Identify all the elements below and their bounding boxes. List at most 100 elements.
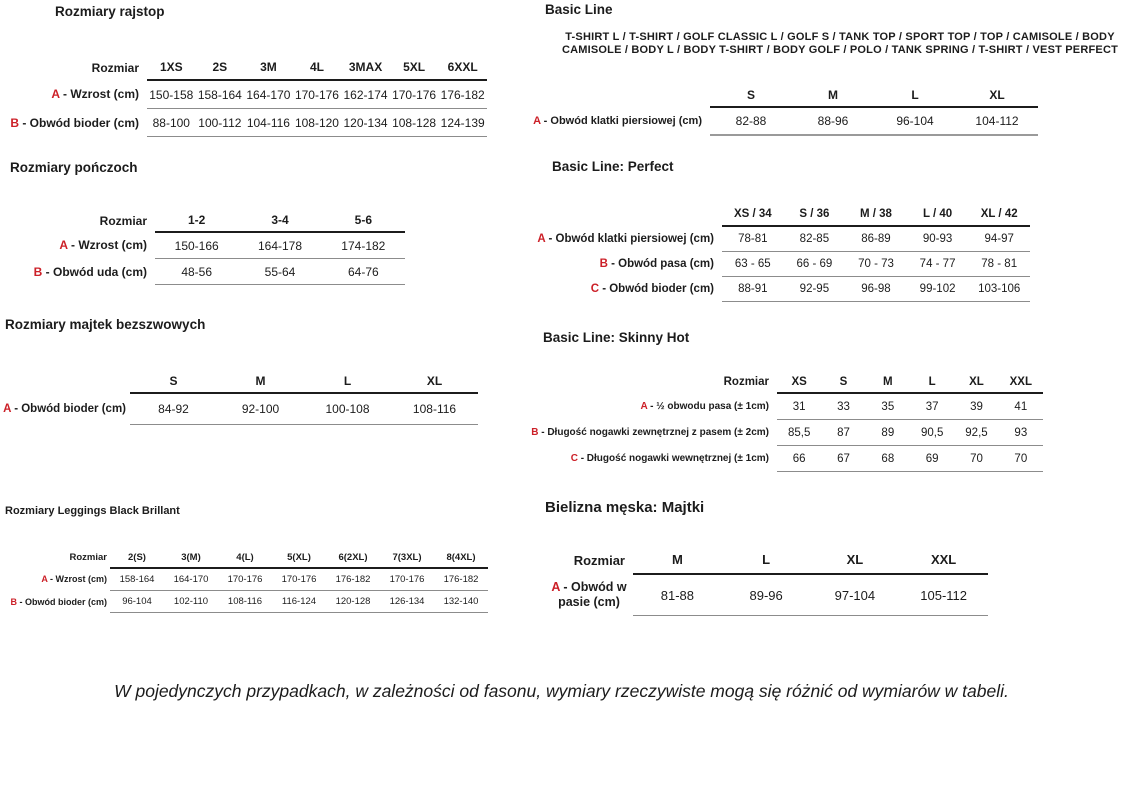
table-row: A - Obwód klatki piersiowej (cm) 78-81 82-… [515,226,1030,252]
table-row: C - Długość nogawki wewnętrznej (± 1cm) 6… [515,445,1043,472]
row-label: A - Obwód klatki piersiowej (cm) [537,232,714,245]
size-value-cell: 170-176 [380,568,434,591]
table-row: A - ½ obwodu pasa (± 1cm) 31 33 35 37 39 41 [515,393,1043,420]
size-value-cell: 67 [821,445,866,472]
size-value-cell: 82-85 [783,226,846,252]
size-value-cell: 174-182 [321,232,405,259]
size-value-cell: 92,5 [954,419,999,446]
row-letter: B [599,258,608,270]
size-table-perfect: XS / 34 S / 36 M / 38 L / 40 XL / 42 A - Obwó… [515,202,1030,302]
section-title-basic-line: Basic Line [545,2,613,17]
size-value-cell: 170-176 [292,80,342,109]
size-value-cell: 164-170 [244,80,293,109]
column-header: M [217,369,304,394]
size-value-cell: 81-88 [633,574,722,616]
column-header: 8(4XL) [434,547,488,569]
size-value-cell: 170-176 [272,568,326,591]
column-header: M [792,84,874,108]
table-row: B - Obwód bioder (cm) 88-100 100-112 104-11… [0,108,487,137]
section-title-perfect: Basic Line: Perfect [552,159,674,174]
size-value-cell: 158-164 [110,568,164,591]
size-value-cell: 132-140 [434,590,488,613]
table-row: A - Wzrost (cm) 150-158 158-164 164-170 170-… [0,80,487,109]
table-row: A - Obwód w pasie (cm) 81-88 89-96 97-104 10… [545,574,988,616]
row-label: C - Długość nogawki wewnętrznej (± 1cm) [570,453,769,464]
row-letter: A [41,574,48,585]
row-label: A - Wzrost (cm) [51,87,139,102]
corner-label: Rozmiar [99,213,147,228]
column-header: M [865,371,910,394]
row-label: B - Obwód pasa (cm) [599,258,714,270]
size-value-cell: 164-170 [164,568,218,591]
section-title-majtki-meskie: Bielizna męska: Majtki [545,499,705,516]
column-header: 6(2XL) [326,547,380,569]
row-label: A - Obwód w pasie (cm) [551,579,627,609]
row-label: A - Obwód bioder (cm) [3,402,126,415]
corner-label [515,84,710,107]
products-list-line2: CAMISOLE / BODY L / BODY T-SHIRT / BODY … [561,43,1119,56]
row-label: B - Długość nogawki zewnętrznej z pasem … [531,427,769,438]
size-value-cell: 170-176 [389,80,439,109]
basic-line-products-list: T-SHIRT L / T-SHIRT / GOLF CLASSIC L / G… [555,31,1123,56]
column-header: L [909,371,955,394]
corner-label: Rozmiar [91,60,139,75]
size-value-cell: 66 - 69 [783,251,846,277]
size-value-cell: 88-91 [722,276,784,302]
size-value-cell: 108-128 [389,108,439,137]
size-table-majtek: S M L XL A - Obwód bioder (cm) 84-92 92-100 100… [0,369,478,425]
section-title-skinny-hot: Basic Line: Skinny Hot [543,330,690,345]
size-value-cell: 90-93 [906,226,969,252]
size-value-cell: 97-104 [810,574,900,616]
size-value-cell: 116-124 [272,590,326,613]
size-value-cell: 120-128 [326,590,380,613]
size-value-cell: 176-182 [326,568,380,591]
size-value-cell: 64-76 [321,258,405,285]
column-header: 1XS [147,55,196,81]
size-value-cell: 82-88 [710,107,792,136]
column-header: L / 40 [906,202,969,227]
table-row: A - Obwód klatki piersiowej (cm) 82-88 88-… [515,107,1038,136]
column-header: 5-6 [321,209,405,233]
size-value-cell: 104-116 [244,108,293,137]
column-header: 4L [292,55,342,81]
row-letter: C [590,283,599,295]
size-value-cell: 96-98 [845,276,907,302]
size-table-ponczoch: Rozmiar 1-2 3-4 5-6 A - Wzrost (cm) 150-166 16… [15,209,405,285]
size-value-cell: 96-104 [110,590,164,613]
column-header: 1-2 [155,209,239,233]
corner-label [515,202,722,226]
size-value-cell: 39 [954,393,999,420]
section-title-rajstop: Rozmiary rajstop [55,4,165,19]
size-value-cell: 70 [998,445,1043,472]
corner-label [0,369,130,393]
size-value-cell: 100-108 [304,393,391,425]
size-value-cell: 150-166 [155,232,239,259]
column-header: XS [777,371,822,394]
size-value-cell: 93 [998,419,1043,446]
row-label: A - Obwód klatki piersiowej (cm) [533,115,702,127]
size-table-skinny-hot: Rozmiar XS S M L XL XXL A - ½ obwodu pasa (± 1c… [515,371,1043,472]
row-letter: A [59,238,68,253]
table-row: C - Obwód bioder (cm) 88-91 92-95 96-98 99-1… [515,276,1030,302]
row-letter: A [537,232,546,245]
size-value-cell: 104-112 [956,107,1038,136]
size-value-cell: 108-120 [292,108,342,137]
size-value-cell: 92-95 [783,276,846,302]
row-letter: B [33,264,43,279]
row-letter: C [570,453,578,464]
size-value-cell: 41 [998,393,1043,420]
size-value-cell: 108-116 [391,393,478,425]
size-value-cell: 37 [909,393,955,420]
size-value-cell: 162-174 [341,80,390,109]
size-value-cell: 63 - 65 [722,251,784,277]
table-row: A - Obwód bioder (cm) 84-92 92-100 100-108 1… [0,393,478,425]
column-header: 7(3XL) [380,547,434,569]
column-header: XL / 42 [968,202,1030,227]
size-table-leggings: Rozmiar 2(S) 3(M) 4(L) 5(XL) 6(2XL) 7(3XL) 8(4X… [0,547,488,613]
size-value-cell: 103-106 [968,276,1030,302]
size-value-cell: 120-134 [341,108,390,137]
size-value-cell: 35 [865,393,910,420]
size-value-cell: 102-110 [164,590,218,613]
row-letter: B [10,115,19,130]
